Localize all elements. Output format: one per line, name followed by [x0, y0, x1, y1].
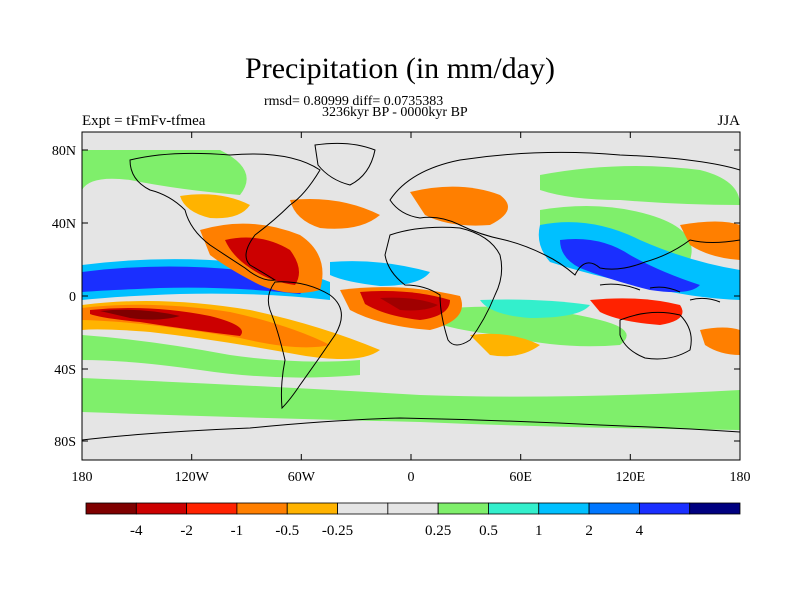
lat-tick-label: 0 — [69, 290, 76, 305]
anomaly-region — [590, 298, 683, 325]
colorbar-label: 1 — [535, 523, 543, 539]
season-label: JJA — [717, 113, 740, 129]
lon-tick-label: 120E — [616, 470, 646, 485]
longitude-axis: 180 120W 60W 0 60E 120E 180 — [72, 132, 751, 485]
eurasia-outline — [389, 151, 740, 276]
anomaly-region — [82, 335, 360, 378]
colorbar: -4 -2 -1 -0.5 -0.25 0.25 0.5 1 2 4 — [85, 502, 741, 539]
colorbar-label: -0.25 — [322, 523, 353, 539]
colorbar-label: 4 — [636, 523, 644, 539]
anomaly-region — [82, 150, 247, 195]
lon-tick-label: 60E — [509, 470, 532, 485]
lon-tick-label: 120W — [175, 470, 210, 485]
anomaly-region — [410, 186, 508, 226]
colorbar-swatch — [588, 502, 640, 515]
plot-title: Precipitation (in mm/day) — [245, 52, 555, 85]
latitude-axis: 80N 40N 0 40S 80S — [52, 144, 740, 450]
stats-subtitle: rmsd= 0.80999 diff= 0.0735383 — [264, 94, 444, 109]
colorbar-label: -2 — [180, 523, 193, 539]
africa-outline — [384, 226, 503, 346]
anomaly-region — [680, 221, 740, 260]
australia-outline — [619, 311, 692, 360]
south-america-outline — [267, 281, 342, 410]
anomaly-region — [430, 306, 627, 347]
colorbar-label: 0.5 — [479, 523, 498, 539]
lon-tick-label: 0 — [408, 470, 415, 485]
colorbar-label: -4 — [130, 523, 143, 539]
anomaly-region — [470, 333, 540, 357]
colorbar-swatch — [186, 502, 238, 515]
anomaly-field — [82, 150, 740, 430]
lat-tick-label: 80S — [54, 435, 76, 450]
colorbar-swatch — [488, 502, 540, 515]
period-subtitle: 3236kyr BP - 0000kyr BP — [322, 105, 468, 120]
experiment-label: Expt = tFmFv-tfmea — [82, 113, 206, 129]
colorbar-label: 2 — [585, 523, 593, 539]
colorbar-swatch — [337, 502, 389, 515]
colorbar-swatch — [437, 502, 489, 515]
lat-tick-label: 40N — [52, 217, 76, 232]
colorbar-swatch — [689, 502, 741, 515]
colorbar-label: -1 — [231, 523, 244, 539]
colorbar-swatch — [387, 502, 439, 515]
anomaly-region — [480, 299, 590, 318]
indonesia-outline — [599, 283, 721, 303]
anomaly-region — [82, 378, 740, 430]
colorbar-label: 0.25 — [425, 523, 451, 539]
lat-tick-label: 40S — [54, 363, 76, 378]
anomaly-region — [380, 297, 438, 311]
colorbar-swatch — [135, 502, 188, 515]
north-america-outline — [129, 152, 321, 281]
lon-tick-label: 60W — [288, 470, 316, 485]
lat-tick-label: 80N — [52, 144, 76, 159]
anomaly-region — [540, 166, 740, 205]
colorbar-swatch — [538, 502, 590, 515]
anomaly-region — [700, 327, 740, 355]
lon-tick-label: 180 — [72, 470, 93, 485]
anomaly-region — [100, 309, 180, 320]
anomaly-region — [180, 194, 250, 219]
anomaly-region — [290, 199, 380, 229]
colorbar-swatch — [85, 502, 137, 515]
greenland-outline — [314, 142, 376, 186]
colorbar-swatch — [638, 502, 691, 515]
lon-tick-label: 180 — [730, 470, 751, 485]
coastlines — [82, 142, 740, 441]
colorbar-swatch — [286, 502, 338, 515]
colorbar-label: -0.5 — [275, 523, 299, 539]
anomaly-region — [225, 237, 299, 285]
anomaly-region — [330, 261, 430, 286]
anomaly-region — [560, 239, 700, 293]
antarctica-outline — [82, 417, 740, 441]
colorbar-swatch — [236, 502, 288, 515]
